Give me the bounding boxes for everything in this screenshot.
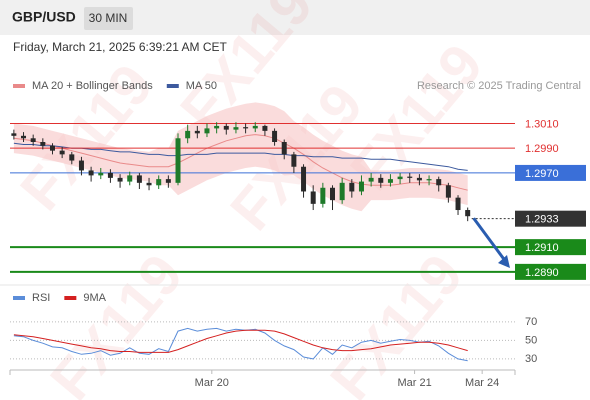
rsi-line xyxy=(13,329,468,353)
x-tick-label: Mar 21 xyxy=(397,377,431,389)
candle-body xyxy=(445,185,451,198)
candle-body xyxy=(107,172,113,178)
candle-body xyxy=(11,133,17,136)
candle-body xyxy=(426,179,432,181)
level-label: 1.2910 xyxy=(525,242,559,254)
candle-body xyxy=(214,125,220,129)
candle-body xyxy=(465,210,471,217)
legend-label: 9MA xyxy=(83,292,106,304)
candle-body xyxy=(194,130,200,134)
candle-body xyxy=(233,127,239,130)
candle-body xyxy=(40,142,46,146)
candle-body xyxy=(30,138,36,142)
level-label: 1.3010 xyxy=(525,118,559,130)
symbol: GBP/USD xyxy=(12,9,76,25)
legend-swatch xyxy=(13,84,25,88)
timeframe-button[interactable] xyxy=(84,7,133,30)
candle-body xyxy=(49,145,55,151)
candle-body xyxy=(223,125,229,130)
candle-body xyxy=(185,130,191,139)
candle-body xyxy=(127,175,133,182)
candle-body xyxy=(310,191,316,204)
candle-body xyxy=(243,127,249,129)
y-tick-label: 50 xyxy=(525,334,537,346)
source: Research © 2025 Trading Central xyxy=(417,80,581,92)
candle-body xyxy=(407,176,413,178)
x-tick-label: Mar 20 xyxy=(195,377,229,389)
moving-average xyxy=(13,142,468,171)
candle-body xyxy=(301,166,307,192)
candle-body xyxy=(368,177,374,182)
candle-body xyxy=(117,177,123,182)
level-box xyxy=(515,239,586,256)
candle-body xyxy=(349,182,355,192)
level-label: 1.2890 xyxy=(525,267,559,279)
candle-body xyxy=(136,175,142,183)
forecast-arrow xyxy=(472,217,508,263)
forecast-arrowhead xyxy=(498,255,510,268)
candle-body xyxy=(175,138,181,183)
legend-label: MA 20 + Bollinger Bands xyxy=(32,80,153,92)
level-label: 1.2933 xyxy=(525,214,559,226)
level-label: 1.2990 xyxy=(525,143,559,155)
candle-body xyxy=(146,182,152,186)
candle-body xyxy=(387,179,393,183)
legend-label: MA 50 xyxy=(186,80,217,92)
candle-body xyxy=(21,135,27,139)
candle-body xyxy=(98,172,104,176)
legend-label: RSI xyxy=(32,292,50,304)
level-box xyxy=(515,210,586,227)
y-tick-label: 30 xyxy=(525,353,537,365)
candle-body xyxy=(69,154,75,161)
candle-body xyxy=(156,179,162,186)
candle-body xyxy=(262,125,268,131)
legend-swatch xyxy=(13,296,25,300)
timeframe[interactable]: 30 MIN xyxy=(89,11,128,25)
level-box xyxy=(515,164,586,181)
candle-body xyxy=(252,125,258,129)
legend-swatch xyxy=(166,84,179,88)
rsi-line xyxy=(13,327,468,362)
candle-body xyxy=(339,182,345,201)
candle-body xyxy=(281,142,287,155)
candle-body xyxy=(416,177,422,181)
legend-swatch xyxy=(64,296,77,300)
candle-body xyxy=(358,181,364,192)
candle-body xyxy=(455,197,461,211)
level-box xyxy=(515,263,586,280)
x-tick-label: Mar 24 xyxy=(465,377,499,389)
candle-body xyxy=(204,128,210,134)
y-tick-label: 70 xyxy=(525,316,537,328)
candle-body xyxy=(436,179,442,186)
candle-body xyxy=(397,176,403,180)
moving-average xyxy=(13,134,468,191)
candle-body xyxy=(78,160,84,171)
plot: MA 20 + Bollinger Bands MA 50 Research © 2… xyxy=(0,80,590,389)
candle-body xyxy=(272,130,278,142)
candle-body xyxy=(378,177,384,183)
level-label: 1.2970 xyxy=(525,168,559,180)
chart-panel xyxy=(0,35,590,400)
date: Friday, March 21, 2025 6:39:21 AM CET xyxy=(13,40,228,54)
candle-body xyxy=(291,154,297,167)
candle-body xyxy=(165,179,171,183)
candle-body xyxy=(330,187,336,201)
candle-body xyxy=(59,150,65,155)
candle-body xyxy=(320,187,326,204)
candle-body xyxy=(88,170,94,176)
